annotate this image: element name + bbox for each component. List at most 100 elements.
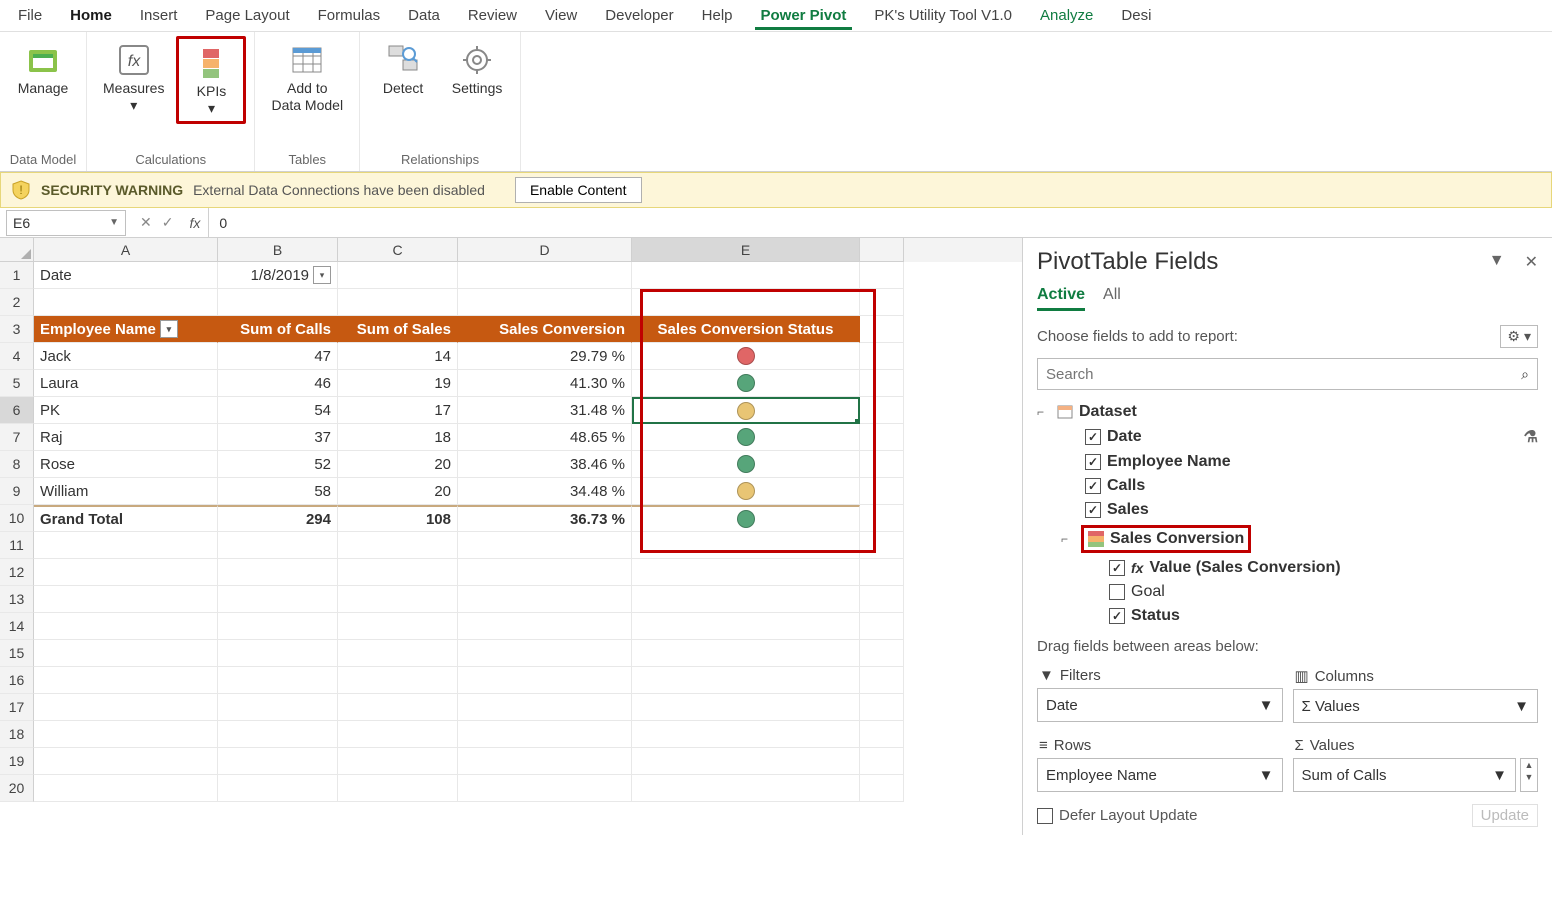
- cell-e1[interactable]: [632, 262, 860, 289]
- cell-d1[interactable]: [458, 262, 632, 289]
- cell-sales[interactable]: 20: [338, 478, 458, 505]
- formula-input[interactable]: 0: [208, 208, 1552, 237]
- collapse-icon[interactable]: ⌐: [1037, 405, 1051, 419]
- cell-status[interactable]: [632, 343, 860, 370]
- defer-checkbox[interactable]: [1037, 808, 1053, 824]
- row-header-4[interactable]: 4: [0, 343, 34, 370]
- tab-formulas[interactable]: Formulas: [304, 1, 395, 30]
- row-header-9[interactable]: 9: [0, 478, 34, 505]
- row-header-12[interactable]: 12: [0, 559, 34, 586]
- table-dataset[interactable]: ⌐ Dataset: [1037, 400, 1538, 424]
- tab-home[interactable]: Home: [56, 1, 126, 30]
- pivot-header-conversion[interactable]: Sales Conversion: [458, 316, 632, 343]
- cell-calls[interactable]: 58: [218, 478, 338, 505]
- col-header-e[interactable]: E: [632, 238, 860, 262]
- rows-box[interactable]: Employee Name▼: [1037, 758, 1283, 792]
- cell-a1[interactable]: Date: [34, 262, 218, 289]
- col-header-f[interactable]: [860, 238, 904, 262]
- row-label-dropdown[interactable]: ▾: [160, 320, 178, 338]
- row-header-2[interactable]: 2: [0, 289, 34, 316]
- field-value[interactable]: fxValue (Sales Conversion): [1037, 556, 1538, 580]
- detect-button[interactable]: Detect: [368, 36, 438, 101]
- name-box[interactable]: E6▼: [6, 210, 126, 236]
- cell-sales[interactable]: 20: [338, 451, 458, 478]
- tab-analyze[interactable]: Analyze: [1026, 1, 1107, 30]
- cell-status[interactable]: [632, 478, 860, 505]
- checkbox-value[interactable]: [1109, 560, 1125, 576]
- cell-f1[interactable]: [860, 262, 904, 289]
- row-header-8[interactable]: 8: [0, 451, 34, 478]
- fx-icon[interactable]: fx: [181, 215, 208, 231]
- cell-name[interactable]: PK: [34, 397, 218, 424]
- col-header-c[interactable]: C: [338, 238, 458, 262]
- grand-total-label[interactable]: Grand Total: [34, 505, 218, 532]
- field-goal[interactable]: Goal: [1037, 580, 1538, 604]
- settings-button[interactable]: Settings: [442, 36, 512, 101]
- pivot-header-employee[interactable]: Employee Name▾: [34, 316, 218, 343]
- collapse-icon[interactable]: ⌐: [1061, 532, 1075, 546]
- row-header-16[interactable]: 16: [0, 667, 34, 694]
- cell-status[interactable]: [632, 370, 860, 397]
- tab-power-pivot[interactable]: Power Pivot: [747, 1, 861, 30]
- cell-name[interactable]: Raj: [34, 424, 218, 451]
- kpis-button[interactable]: KPIs▾: [176, 36, 246, 124]
- add-to-data-model-button[interactable]: Add toData Model: [263, 36, 351, 118]
- cell-conversion[interactable]: 29.79 %: [458, 343, 632, 370]
- grand-total-status[interactable]: [632, 505, 860, 532]
- grand-total-sales[interactable]: 108: [338, 505, 458, 532]
- cell-conversion[interactable]: 41.30 %: [458, 370, 632, 397]
- col-header-d[interactable]: D: [458, 238, 632, 262]
- enable-content-button[interactable]: Enable Content: [515, 177, 642, 203]
- pane-dropdown-icon[interactable]: ▼: [1489, 252, 1505, 272]
- cell-name[interactable]: William: [34, 478, 218, 505]
- cell-name[interactable]: Jack: [34, 343, 218, 370]
- tab-review[interactable]: Review: [454, 1, 531, 30]
- col-header-b[interactable]: B: [218, 238, 338, 262]
- tab-file[interactable]: File: [4, 1, 56, 30]
- values-box[interactable]: Sum of Calls▼: [1293, 758, 1517, 792]
- tab-developer[interactable]: Developer: [591, 1, 687, 30]
- row-header-14[interactable]: 14: [0, 613, 34, 640]
- row-header-13[interactable]: 13: [0, 586, 34, 613]
- columns-box[interactable]: Σ Values▼: [1293, 689, 1539, 723]
- cell-status[interactable]: [632, 397, 860, 424]
- checkbox-sales[interactable]: [1085, 502, 1101, 518]
- accept-icon[interactable]: ✓: [162, 214, 174, 231]
- cancel-icon[interactable]: ✕: [140, 214, 152, 231]
- checkbox-goal[interactable]: [1109, 584, 1125, 600]
- tab-page-layout[interactable]: Page Layout: [191, 1, 303, 30]
- grand-total-calls[interactable]: 294: [218, 505, 338, 532]
- search-input[interactable]: [1046, 366, 1521, 383]
- pivot-header-calls[interactable]: Sum of Calls: [218, 316, 338, 343]
- cell-calls[interactable]: 54: [218, 397, 338, 424]
- values-scroll[interactable]: ▲▼: [1520, 758, 1538, 792]
- row-header-18[interactable]: 18: [0, 721, 34, 748]
- field-employee[interactable]: Employee Name: [1037, 450, 1538, 474]
- row-header-19[interactable]: 19: [0, 748, 34, 775]
- row-header-1[interactable]: 1: [0, 262, 34, 289]
- checkbox-status[interactable]: [1109, 608, 1125, 624]
- row-header-15[interactable]: 15: [0, 640, 34, 667]
- fields-settings-button[interactable]: ⚙▾: [1500, 325, 1538, 348]
- field-date[interactable]: Date⚗: [1037, 424, 1538, 450]
- cell-conversion[interactable]: 48.65 %: [458, 424, 632, 451]
- cell-name[interactable]: Laura: [34, 370, 218, 397]
- manage-button[interactable]: Manage: [8, 36, 78, 101]
- cell-conversion[interactable]: 31.48 %: [458, 397, 632, 424]
- cell-calls[interactable]: 47: [218, 343, 338, 370]
- pivot-header-sales[interactable]: Sum of Sales: [338, 316, 458, 343]
- cell-calls[interactable]: 52: [218, 451, 338, 478]
- tab-view[interactable]: View: [531, 1, 591, 30]
- row-header-7[interactable]: 7: [0, 424, 34, 451]
- cell-sales[interactable]: 14: [338, 343, 458, 370]
- filter-dropdown-button[interactable]: ▾: [313, 266, 331, 284]
- grand-total-conv[interactable]: 36.73 %: [458, 505, 632, 532]
- checkbox-calls[interactable]: [1085, 478, 1101, 494]
- cell-sales[interactable]: 19: [338, 370, 458, 397]
- row-header-10[interactable]: 10: [0, 505, 34, 532]
- cell-name[interactable]: Rose: [34, 451, 218, 478]
- cell-conversion[interactable]: 34.48 %: [458, 478, 632, 505]
- grid[interactable]: A B C D E 1 Date 1/8/2019▾ 2 3 Employee …: [0, 238, 1022, 835]
- update-button[interactable]: Update: [1472, 804, 1538, 827]
- checkbox-date[interactable]: [1085, 429, 1101, 445]
